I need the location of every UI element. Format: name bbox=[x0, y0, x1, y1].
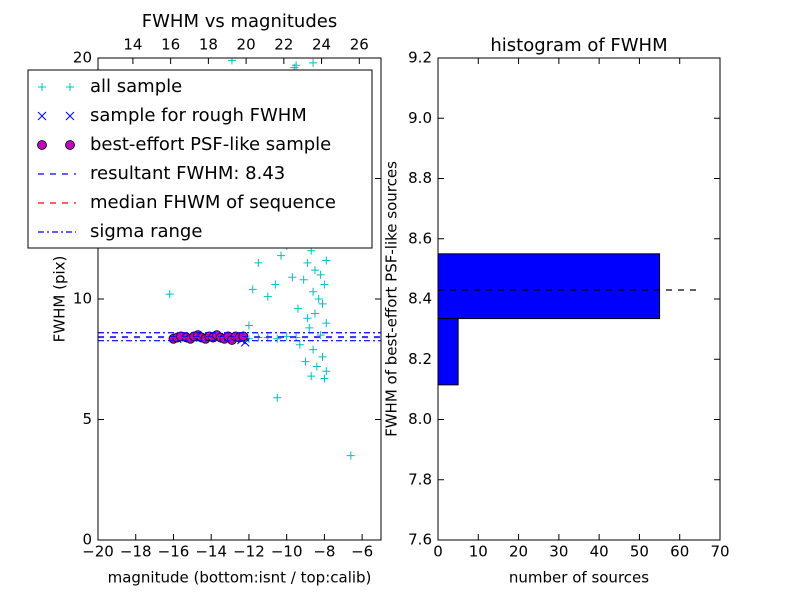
data-point bbox=[273, 334, 282, 343]
y-tick-label: 8.2 bbox=[408, 350, 432, 368]
y-axis-label: FWHM (pix) bbox=[51, 256, 69, 343]
data-point bbox=[295, 340, 304, 349]
x-tick-label: −6 bbox=[351, 543, 373, 561]
legend bbox=[27, 69, 373, 249]
x-tick-label: −8 bbox=[313, 543, 335, 561]
y-tick-label: 8.6 bbox=[408, 229, 432, 247]
data-point bbox=[309, 58, 318, 67]
legend-label: best-effort PSF-like sample bbox=[90, 134, 331, 155]
legend-marker bbox=[37, 140, 47, 150]
data-point bbox=[322, 319, 331, 328]
x2-tick-label: 16 bbox=[161, 36, 180, 54]
x-tick-label: −14 bbox=[195, 543, 227, 561]
y-axis-label: FWHM of best-effort PSF-like sources bbox=[383, 161, 401, 437]
x-tick-label: 30 bbox=[549, 543, 568, 561]
legend-marker bbox=[37, 111, 47, 121]
x-tick-label: 10 bbox=[469, 543, 488, 561]
data-point bbox=[282, 332, 291, 341]
data-point bbox=[305, 323, 314, 332]
data-point bbox=[301, 357, 310, 366]
legend-marker bbox=[38, 83, 46, 91]
x-tick-label: −16 bbox=[158, 543, 190, 561]
data-point bbox=[310, 266, 319, 275]
x-tick-label: 50 bbox=[630, 543, 649, 561]
chart-title: FWHM vs magnitudes bbox=[142, 11, 337, 32]
x2-tick-label: 24 bbox=[312, 36, 331, 54]
y-tick-label: 9.0 bbox=[408, 109, 432, 127]
data-point bbox=[165, 290, 174, 299]
data-point bbox=[277, 251, 286, 260]
y-tick-label: 7.8 bbox=[408, 470, 432, 488]
x-axis-label: magnitude (bottom:isnt / top:calib) bbox=[108, 569, 372, 587]
data-point bbox=[312, 362, 321, 371]
axes-frame bbox=[97, 57, 382, 541]
x-tick-label: 70 bbox=[710, 543, 729, 561]
x-tick-label: 40 bbox=[590, 543, 609, 561]
y-tick-label: 9.2 bbox=[408, 49, 432, 67]
y-tick-label: 7.6 bbox=[408, 531, 432, 549]
data-point bbox=[307, 372, 316, 381]
legend-label: median FHWM of sequence bbox=[90, 192, 336, 213]
data-point bbox=[244, 321, 253, 330]
data-point bbox=[322, 256, 331, 265]
data-point bbox=[309, 287, 318, 296]
x2-tick-label: 20 bbox=[237, 36, 256, 54]
data-point bbox=[254, 258, 263, 267]
data-point bbox=[299, 275, 308, 284]
legend-label: sigma range bbox=[90, 221, 202, 242]
x-axis-label: number of sources bbox=[509, 569, 649, 587]
x2-tick-label: 22 bbox=[274, 36, 293, 54]
y-tick-label: 0 bbox=[82, 531, 92, 549]
data-point bbox=[303, 314, 312, 323]
x-tick-label: −20 bbox=[82, 543, 114, 561]
data-point bbox=[292, 61, 301, 70]
y-tick-label: 10 bbox=[73, 290, 92, 308]
data-point bbox=[310, 309, 319, 318]
x-tick-label: −18 bbox=[120, 543, 152, 561]
x-tick-label: 0 bbox=[433, 543, 443, 561]
legend-marker bbox=[65, 111, 75, 121]
x-tick-label: 20 bbox=[509, 543, 528, 561]
bar bbox=[437, 318, 459, 386]
x2-tick-label: 26 bbox=[350, 36, 369, 54]
chart-title: histogram of FWHM bbox=[490, 35, 667, 56]
y-tick-label: 8.4 bbox=[408, 290, 432, 308]
bar bbox=[437, 253, 661, 320]
data-point bbox=[322, 367, 331, 376]
data-point bbox=[293, 304, 302, 313]
data-point bbox=[303, 258, 312, 267]
legend-label: sample for rough FWHM bbox=[90, 105, 307, 126]
x-tick-label: −12 bbox=[233, 543, 265, 561]
legend-marker bbox=[65, 140, 75, 150]
x-tick-label: −10 bbox=[271, 543, 303, 561]
data-point bbox=[309, 345, 318, 354]
y-tick-label: 20 bbox=[73, 49, 92, 67]
data-point bbox=[316, 331, 325, 340]
x2-tick-label: 14 bbox=[123, 36, 142, 54]
legend-marker bbox=[66, 83, 74, 91]
data-point bbox=[318, 352, 327, 361]
data-point bbox=[320, 280, 329, 289]
data-point bbox=[314, 295, 323, 303]
axes-frame bbox=[437, 57, 721, 541]
y-tick-label: 8.8 bbox=[408, 169, 432, 187]
y-tick-label: 5 bbox=[82, 410, 92, 428]
data-point bbox=[227, 58, 236, 65]
x2-tick-label: 18 bbox=[199, 36, 218, 54]
data-point bbox=[318, 299, 327, 308]
data-point bbox=[271, 280, 280, 289]
data-point bbox=[273, 393, 282, 402]
data-point bbox=[320, 374, 329, 383]
x-tick-label: 60 bbox=[670, 543, 689, 561]
data-point bbox=[316, 270, 325, 279]
y-tick-label: 8.0 bbox=[408, 410, 432, 428]
data-point bbox=[248, 285, 257, 294]
legend-label: resultant FWHM: 8.43 bbox=[90, 163, 285, 184]
legend-label: all sample bbox=[90, 76, 182, 97]
data-point bbox=[346, 451, 355, 460]
data-point bbox=[288, 273, 297, 282]
data-point bbox=[263, 292, 272, 301]
